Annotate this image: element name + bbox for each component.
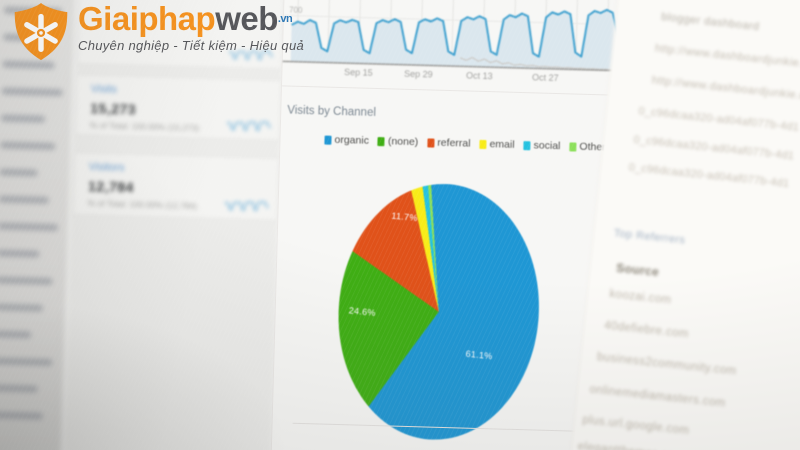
pie-section-title: Visits by Channel — [287, 104, 377, 119]
right-panel-site: 40defiebre.com — [603, 319, 690, 341]
right-panel-site: elegantthemes.com — [577, 441, 685, 450]
report-panel: 700 Sep 15 Sep 29 Oct 13 Oct 27 Visits by Ch… — [269, 0, 625, 450]
brand-tld: .vn — [277, 13, 293, 25]
legend-label: social — [533, 139, 561, 153]
pie-chart-area: 61.1% 24.6% 11.7% — [328, 176, 549, 448]
sidebar-item[interactable] — [0, 330, 32, 339]
right-panel-link[interactable]: Top Referrers — [613, 227, 686, 247]
pie-legend: organic (none) referral email social Other — [324, 134, 606, 153]
right-panel-hash: 0_c96dcaa320-ad04af077b-4d1 — [637, 105, 800, 134]
sidebar-item[interactable] — [0, 195, 49, 204]
sidebar-item[interactable] — [0, 114, 46, 123]
metric-card-visitors: Visitors 12,784 % of Total: 100.00% (12,… — [72, 151, 280, 222]
x-axis-tick: Sep 15 — [344, 67, 373, 78]
sidebar-item[interactable] — [0, 303, 43, 312]
sparkline-chart — [226, 121, 272, 132]
right-panel-site: onlinemediamasters.com — [589, 383, 727, 410]
legend-label: (none) — [387, 135, 419, 149]
metrics-column: Visits 15,273 % of Total: 100.00% (15,27… — [64, 0, 286, 450]
sidebar-item[interactable] — [0, 249, 40, 258]
right-panel-hash: 0_c96dcaa320-ad04af077b-4d1 — [632, 133, 795, 163]
visits-line-chart[interactable]: 700 Sep 15 Sep 29 Oct 13 Oct 27 — [282, 0, 625, 87]
right-panel-site: plus.url.google.com — [581, 414, 690, 438]
right-panel-url[interactable]: http://www.dashboardjunkie.c — [651, 74, 800, 103]
brand-name-part1: Giaiphap — [78, 0, 216, 37]
legend-swatch — [523, 140, 531, 150]
metric-card-partial — [76, 0, 286, 71]
sidebar-item[interactable] — [0, 168, 38, 177]
right-panel-site: business2community.com — [596, 351, 738, 378]
sidebar-item[interactable] — [0, 411, 43, 420]
legend-label: referral — [437, 136, 471, 150]
right-panel-header: Source — [615, 260, 660, 280]
y-axis-tick: 700 — [289, 6, 303, 15]
legend-swatch — [479, 139, 487, 149]
legend-label: email — [489, 138, 515, 151]
sidebar-item[interactable] — [0, 384, 38, 393]
metric-card-visits: Visits 15,273 % of Total: 100.00% (15,27… — [74, 73, 283, 142]
legend-item-organic: organic — [324, 134, 369, 147]
metric-title-link[interactable]: Visits — [90, 83, 118, 96]
legend-swatch — [377, 136, 386, 146]
legend-swatch — [324, 135, 332, 145]
x-axis-tick: Oct 13 — [466, 70, 493, 81]
shield-snowflake-icon — [14, 3, 68, 61]
right-panel-url[interactable]: http://www.dashboardjunkie.c — [654, 42, 800, 71]
giaiphapweb-logo: Giaiphapweb.vn Chuyên nghiệp - Tiết kiệm… — [12, 2, 304, 62]
legend-label: organic — [334, 133, 370, 147]
legend-item-email: email — [479, 138, 515, 151]
sparkline-chart — [228, 50, 274, 61]
x-axis-tick: Oct 27 — [532, 72, 559, 83]
sidebar-item[interactable] — [0, 276, 53, 286]
legend-item-social: social — [523, 139, 561, 153]
brand-tagline: Chuyên nghiệp - Tiết kiệm - Hiệu quả — [78, 38, 305, 53]
sidebar-item[interactable] — [1, 87, 63, 97]
legend-swatch — [569, 141, 577, 152]
metric-value: 15,273 — [90, 100, 137, 118]
section-divider — [281, 85, 622, 96]
right-panel-site: koozai.com — [608, 288, 673, 307]
right-panel-hash: 0_c96dcaa320-ad04af077b-4d1 — [628, 161, 790, 191]
right-panel-title: blogger dashboard — [660, 11, 760, 34]
legend-item-none: (none) — [377, 135, 419, 149]
legend-item-referral: referral — [427, 136, 471, 150]
sparkline-chart — [224, 201, 269, 212]
x-axis-tick: Sep 29 — [404, 69, 433, 80]
sidebar-nav — [0, 0, 75, 450]
brand-name-part2: web — [215, 0, 278, 37]
legend-swatch — [427, 137, 435, 148]
sidebar-item[interactable] — [0, 141, 56, 151]
sidebar-item[interactable] — [0, 357, 53, 367]
sidebar-item[interactable] — [0, 222, 59, 232]
metric-value: 12,784 — [87, 177, 135, 196]
metric-title-link[interactable]: Visitors — [88, 160, 125, 174]
